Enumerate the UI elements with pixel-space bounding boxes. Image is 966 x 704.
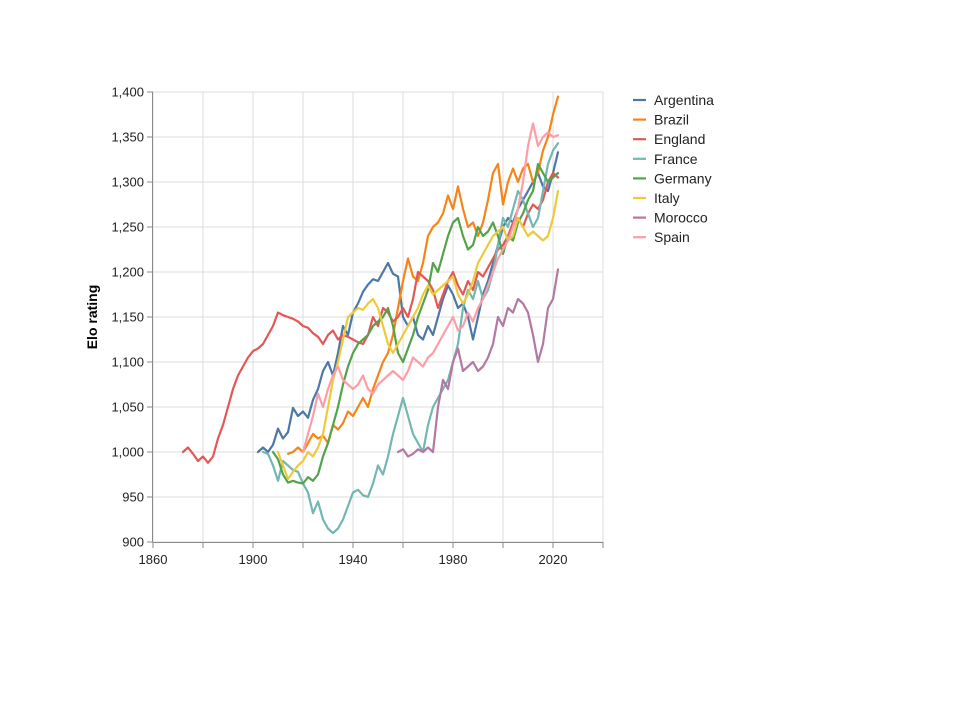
legend-label-italy: Italy [654, 190, 680, 206]
series-line-spain [301, 122, 560, 454]
y-tick-label: 1,100 [111, 355, 144, 370]
y-tick-label: 1,150 [111, 310, 144, 325]
x-tick-label: 1940 [339, 552, 368, 567]
series-line-morocco [396, 268, 560, 458]
y-tick-label: 1,350 [111, 130, 144, 145]
legend-label-england: England [654, 131, 705, 147]
legend: Argentina Brazil England France Germany Italy… [633, 92, 714, 245]
series-line-france [261, 142, 560, 535]
grid [152, 91, 604, 543]
y-tick-label: 1,050 [111, 400, 144, 415]
x-tick-label: 1860 [139, 552, 168, 567]
axes: 1860 1900 1940 1980 2020 900 950 1,000 1,050 1,10… [111, 85, 604, 567]
y-tick-label: 1,000 [111, 445, 144, 460]
legend-label-france: France [654, 151, 698, 167]
y-tick-label: 950 [122, 490, 144, 505]
y-tick-label: 1,200 [111, 265, 144, 280]
y-tick-label: 1,250 [111, 220, 144, 235]
legend-label-germany: Germany [654, 170, 712, 186]
series-line-england [181, 171, 560, 464]
y-tick-label: 900 [122, 535, 144, 550]
legend-label-spain: Spain [654, 229, 690, 245]
series-line-italy [276, 189, 560, 481]
y-tick-label: 1,400 [111, 85, 144, 100]
x-tick-label: 1900 [239, 552, 268, 567]
x-tick-label: 2020 [539, 552, 568, 567]
y-tick-label: 1,300 [111, 175, 144, 190]
plot-area [181, 95, 560, 535]
legend-label-brazil: Brazil [654, 112, 689, 128]
legend-label-morocco: Morocco [654, 210, 708, 226]
legend-label-argentina: Argentina [654, 92, 714, 108]
y-axis-title: Elo rating [84, 285, 100, 350]
x-tick-label: 1980 [439, 552, 468, 567]
